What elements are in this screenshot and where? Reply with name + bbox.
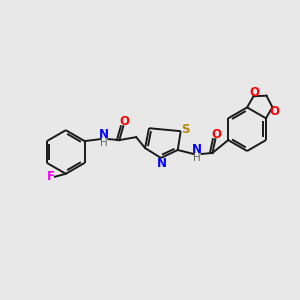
- Text: H: H: [100, 138, 107, 148]
- Text: O: O: [119, 115, 129, 128]
- Text: N: N: [98, 128, 109, 141]
- Text: N: N: [157, 158, 167, 170]
- Text: H: H: [193, 153, 200, 163]
- Text: S: S: [182, 123, 190, 136]
- Text: F: F: [47, 170, 55, 183]
- Text: N: N: [192, 142, 202, 155]
- Text: O: O: [250, 86, 260, 99]
- Text: O: O: [269, 105, 279, 118]
- Text: O: O: [212, 128, 221, 141]
